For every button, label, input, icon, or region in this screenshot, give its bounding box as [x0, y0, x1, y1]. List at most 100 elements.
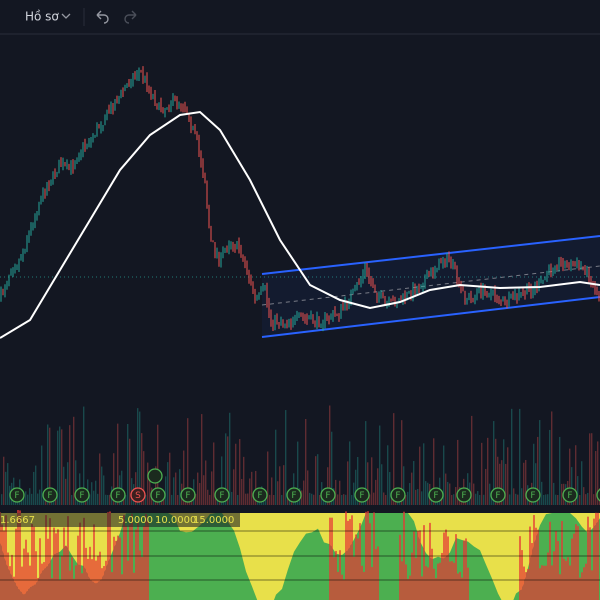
- volume-bar: [271, 477, 273, 505]
- volume-bar: [307, 470, 309, 505]
- marker: [42, 487, 58, 503]
- marker: [390, 487, 406, 503]
- volume-bar: [41, 445, 43, 505]
- volume-bar: [23, 494, 25, 505]
- volume-bar: [169, 452, 171, 505]
- volume-bar: [417, 489, 419, 505]
- volume-bar: [345, 494, 347, 505]
- volume-bar: [385, 494, 387, 505]
- volume-bar: [367, 462, 369, 505]
- volume-bar: [309, 492, 311, 505]
- volume-bar: [501, 460, 503, 505]
- volume-bar: [571, 467, 573, 505]
- marker: [180, 487, 196, 503]
- volume-bar: [239, 439, 241, 505]
- volume-bar: [533, 443, 535, 505]
- volume-bar: [587, 492, 589, 505]
- volume-bar: [167, 462, 169, 505]
- volume-bar: [237, 494, 239, 505]
- volume-bar: [177, 494, 179, 505]
- volume-bar: [479, 494, 481, 505]
- volume-bar: [313, 494, 315, 505]
- marker: [456, 487, 472, 503]
- volume-bar: [383, 492, 385, 505]
- channel-upper[interactable]: [261, 235, 600, 275]
- signal-markers: FFFFSFFFFFFFFFFFFFF: [9, 468, 600, 503]
- channel-middle: [261, 265, 600, 306]
- volume-bar: [315, 456, 317, 505]
- volume-bar: [29, 488, 31, 505]
- marker-label: F: [47, 491, 52, 501]
- volume-bar: [1, 494, 3, 505]
- marker: [596, 488, 600, 502]
- volume-bar: [7, 463, 9, 505]
- volume-bar: [197, 472, 199, 505]
- volume-bar: [207, 489, 209, 505]
- volume-bar: [409, 483, 411, 505]
- volume-bar: [553, 482, 555, 505]
- redo[interactable]: [124, 10, 137, 24]
- volume-bar: [519, 408, 521, 505]
- volume-bar: [423, 443, 425, 505]
- volume-bar: [247, 493, 249, 505]
- volume-bar: [231, 491, 233, 505]
- volume-bar: [355, 469, 357, 505]
- volume-bar: [101, 466, 103, 505]
- marker-label: F: [79, 491, 84, 501]
- volume-bar: [105, 494, 107, 505]
- volume-bar: [183, 450, 185, 505]
- volume-bar: [137, 408, 139, 505]
- volume-bar: [457, 439, 459, 505]
- volume-bar: [589, 433, 591, 505]
- volume-bar: [205, 460, 207, 505]
- volume-bar: [147, 462, 149, 505]
- volume-bar: [415, 489, 417, 505]
- volume-bar: [443, 445, 445, 505]
- volume-bar: [107, 494, 109, 505]
- volume-bar: [253, 494, 255, 505]
- profile-button[interactable]: Hồ sơ: [25, 10, 59, 24]
- marker: [9, 487, 25, 503]
- marker-label: F: [155, 491, 160, 501]
- volume-bar: [225, 433, 227, 505]
- volume-bar: [595, 451, 597, 505]
- volume-bar: [335, 479, 337, 505]
- moving-average: [0, 110, 600, 339]
- volume-bar: [35, 465, 37, 505]
- volume-bar: [39, 489, 41, 505]
- volume-bar: [227, 436, 229, 505]
- undo[interactable]: [96, 10, 109, 24]
- volume-bar: [433, 438, 435, 505]
- volume-bar: [579, 495, 581, 505]
- volume-bar: [83, 406, 85, 505]
- volume-bar: [97, 493, 99, 505]
- marker: [130, 487, 146, 503]
- volume-bar: [173, 477, 175, 505]
- marker: [562, 487, 578, 503]
- volume-bar: [249, 478, 251, 505]
- volume-bar: [503, 439, 505, 505]
- volume-bar: [455, 487, 457, 505]
- volume-bar: [125, 494, 127, 505]
- volume-bar: [489, 483, 491, 505]
- volume-bar: [597, 441, 599, 505]
- marker: [147, 468, 163, 484]
- volume-bar: [523, 462, 525, 505]
- marker-label: F: [219, 491, 224, 501]
- volume-bar: [63, 466, 65, 505]
- volume-bar: [3, 456, 5, 505]
- volume-bar: [449, 483, 451, 505]
- volume-bar: [47, 424, 49, 505]
- volume-bar: [475, 493, 477, 505]
- channel-lower[interactable]: [261, 296, 600, 338]
- volume-bar: [117, 423, 119, 505]
- volume-bar: [569, 448, 571, 505]
- volume-bar: [285, 410, 287, 505]
- volume-bar: [577, 476, 579, 505]
- chevron[interactable]: [61, 13, 71, 19]
- volume-bar: [445, 473, 447, 505]
- volume-bar: [275, 429, 277, 505]
- marker: [320, 487, 336, 503]
- volume-bar: [277, 481, 279, 505]
